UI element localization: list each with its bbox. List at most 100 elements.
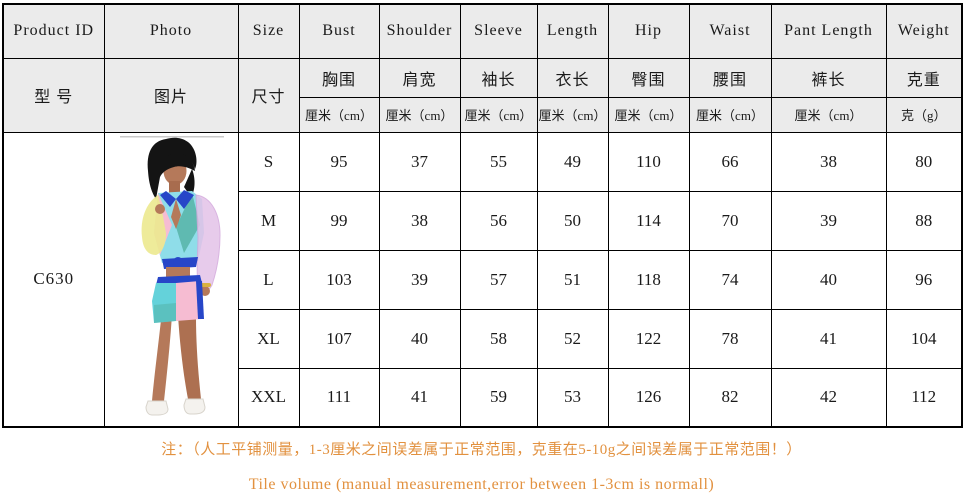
value-cell: 55 (459, 131, 538, 192)
value-cell: 53 (536, 367, 609, 428)
model-neck (169, 180, 180, 193)
value-cell: 41 (378, 367, 461, 428)
size-chart-table: Product ID Photo Size Bust Shoulder Sleeve Len… (2, 3, 963, 428)
col-header-pant-length: Pant Length (770, 3, 887, 59)
left-hand (155, 203, 165, 214)
col-unit-sleeve: 厘米（cm） (459, 96, 538, 133)
photo-top-edge (120, 135, 224, 138)
col-unit-hip: 厘米（cm） (607, 96, 690, 133)
value-cell: 96 (885, 249, 963, 310)
col-unit-pant-length: 厘米（cm） (770, 96, 887, 133)
product-photo (108, 133, 234, 426)
col-header-zh-weight: 克重 (885, 57, 963, 98)
col-header-zh-pant-length: 裤长 (770, 57, 887, 98)
value-cell: 80 (885, 131, 963, 192)
size-cell-m: M (237, 190, 300, 251)
value-cell: 39 (378, 249, 461, 310)
value-cell: 107 (298, 308, 380, 369)
col-header-zh-shoulder: 肩宽 (378, 57, 461, 98)
col-header-sleeve: Sleeve (459, 3, 538, 59)
collar-right (176, 189, 194, 209)
col-header-hip: Hip (607, 3, 690, 59)
col-unit-waist: 厘米（cm） (688, 96, 772, 133)
col-unit-bust: 厘米（cm） (298, 96, 380, 133)
col-unit-weight: 克（g） (885, 96, 963, 133)
value-cell: 40 (770, 249, 887, 310)
col-header-zh-waist: 腰围 (688, 57, 772, 98)
value-cell: 38 (378, 190, 461, 251)
value-cell: 39 (770, 190, 887, 251)
value-cell: 40 (378, 308, 461, 369)
model-left-leg (152, 310, 172, 401)
size-cell-xxl: XXL (237, 367, 300, 428)
col-header-length: Length (536, 3, 609, 59)
value-cell: 49 (536, 131, 609, 192)
lilac-puff-sleeve (195, 194, 221, 292)
col-header-zh-size: 尺寸 (237, 57, 300, 133)
note-english: Tile volume (manual measurement,error be… (248, 476, 715, 493)
midriff-skin (166, 266, 190, 277)
right-sandal (183, 398, 206, 415)
shorts-sheer-hem (154, 302, 176, 323)
col-header-bust: Bust (298, 3, 380, 59)
value-cell: 50 (536, 190, 609, 251)
value-cell: 82 (688, 367, 772, 428)
product-id-cell: C630 (2, 131, 105, 428)
col-header-weight: Weight (885, 3, 963, 59)
value-cell: 99 (298, 190, 380, 251)
value-cell: 41 (770, 308, 887, 369)
col-header-shoulder: Shoulder (378, 3, 461, 59)
bracelet (200, 282, 211, 287)
left-sandal (145, 400, 169, 416)
col-unit-length: 厘米（cm） (536, 96, 609, 133)
col-header-photo: Photo (103, 3, 239, 59)
shorts-right-pink (176, 280, 202, 321)
model-hair (147, 137, 197, 199)
value-cell: 57 (459, 249, 538, 310)
value-cell: 126 (607, 367, 690, 428)
value-cell: 122 (607, 308, 690, 369)
value-cell: 66 (688, 131, 772, 192)
model-right-leg (178, 314, 201, 399)
shorts-left-aqua (152, 282, 176, 323)
value-cell: 114 (607, 190, 690, 251)
value-cell: 38 (770, 131, 887, 192)
value-cell: 52 (536, 308, 609, 369)
col-header-waist: Waist (688, 3, 772, 59)
size-cell-l: L (237, 249, 300, 310)
value-cell: 42 (770, 367, 887, 428)
value-cell: 88 (885, 190, 963, 251)
value-cell: 70 (688, 190, 772, 251)
collar-left (160, 190, 176, 207)
value-cell: 111 (298, 367, 380, 428)
top-teal-panel (176, 192, 200, 253)
size-cell-xl: XL (237, 308, 300, 369)
value-cell: 118 (607, 249, 690, 310)
value-cell: 78 (688, 308, 772, 369)
value-cell: 59 (459, 367, 538, 428)
shorts-side-stripe (196, 280, 204, 319)
col-header-zh-photo: 图片 (103, 57, 239, 133)
size-cell-s: S (237, 131, 300, 192)
value-cell: 112 (885, 367, 963, 428)
value-cell: 103 (298, 249, 380, 310)
product-photo-cell (103, 131, 239, 428)
value-cell: 110 (607, 131, 690, 192)
chest-skin (171, 198, 181, 229)
footnotes: 注：（人工平铺测量，1-3厘米之间误差属于正常范围，克重在5-10g之间误差属于… (0, 433, 963, 494)
col-header-zh-bust: 胸围 (298, 57, 380, 98)
col-header-zh-length: 衣长 (536, 57, 609, 98)
col-header-size: Size (237, 3, 300, 59)
col-header-zh-hip: 臀围 (607, 57, 690, 98)
col-header-product-id: Product ID (2, 3, 105, 59)
value-cell: 51 (536, 249, 609, 310)
value-cell: 56 (459, 190, 538, 251)
col-header-zh-sleeve: 袖长 (459, 57, 538, 98)
value-cell: 74 (688, 249, 772, 310)
value-cell: 104 (885, 308, 963, 369)
value-cell: 95 (298, 131, 380, 192)
value-cell: 58 (459, 308, 538, 369)
value-cell: 37 (378, 131, 461, 192)
col-unit-shoulder: 厘米（cm） (378, 96, 461, 133)
col-header-zh-product-id: 型 号 (2, 57, 105, 133)
